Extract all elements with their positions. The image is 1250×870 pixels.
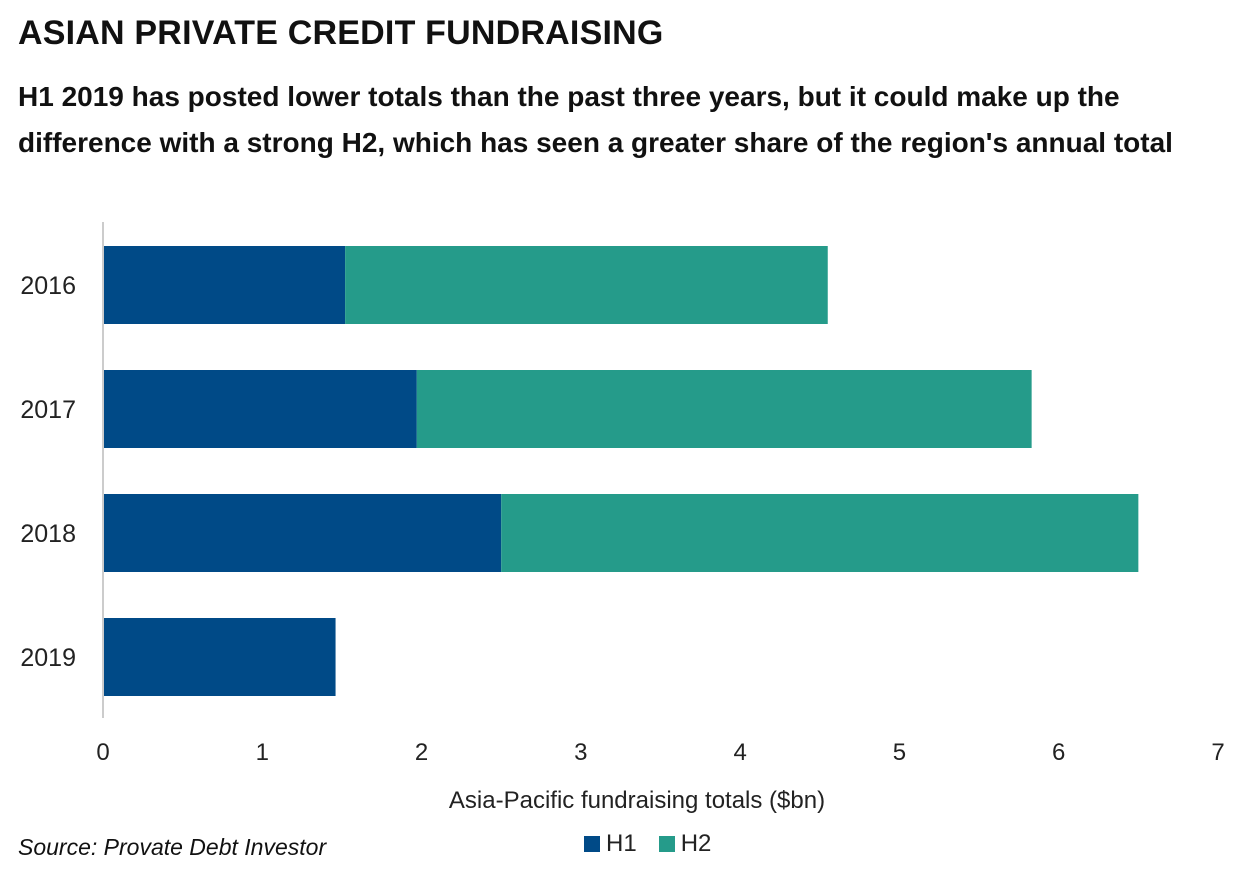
chart-subtitle: H1 2019 has posted lower totals than the…: [18, 81, 1173, 158]
x-tick-label-4: 4: [733, 739, 746, 766]
source-note: Source: Provate Debt Investor: [18, 834, 327, 860]
bar-2017-h1: [103, 370, 417, 448]
legend-item-h2: H2: [658, 830, 712, 858]
legend: H1 H2: [584, 830, 733, 858]
x-axis-label: Asia-Pacific fundraising totals ($bn): [449, 787, 825, 814]
x-tick-label-6: 6: [1052, 739, 1065, 766]
bar-2018-h2: [501, 494, 1139, 572]
bar-2016-h1: [103, 246, 346, 324]
legend-swatch-h2: [658, 836, 675, 852]
bar-2016-h2: [345, 246, 828, 324]
chart-title: ASIAN PRIVATE CREDIT FUNDRAISING: [18, 14, 664, 52]
x-tick-labels: 0 1 2 3 4 5 6 7: [96, 739, 1224, 766]
bar-2019-h1: [103, 618, 336, 696]
bar-2018-h1: [103, 494, 502, 572]
bars-group: [103, 246, 1139, 696]
x-tick-label-2: 2: [415, 739, 428, 766]
x-tick-label-3: 3: [574, 739, 587, 766]
x-tick-label-7: 7: [1211, 739, 1224, 766]
x-tick-label-0: 0: [96, 739, 109, 766]
category-label-2017: 2017: [20, 396, 76, 424]
x-tick-label-5: 5: [893, 739, 906, 766]
legend-item-h1: H1: [584, 830, 637, 858]
legend-label-h1: H1: [606, 830, 637, 857]
category-label-2019: 2019: [20, 644, 76, 672]
category-labels: 2016 2017 2018 2019: [20, 272, 76, 672]
legend-label-h2: H2: [680, 830, 712, 857]
category-label-2018: 2018: [20, 520, 76, 548]
bar-2017-h2: [416, 370, 1032, 448]
x-tick-label-1: 1: [256, 739, 269, 766]
legend-swatch-h1: [584, 836, 600, 852]
category-label-2016: 2016: [20, 272, 76, 300]
